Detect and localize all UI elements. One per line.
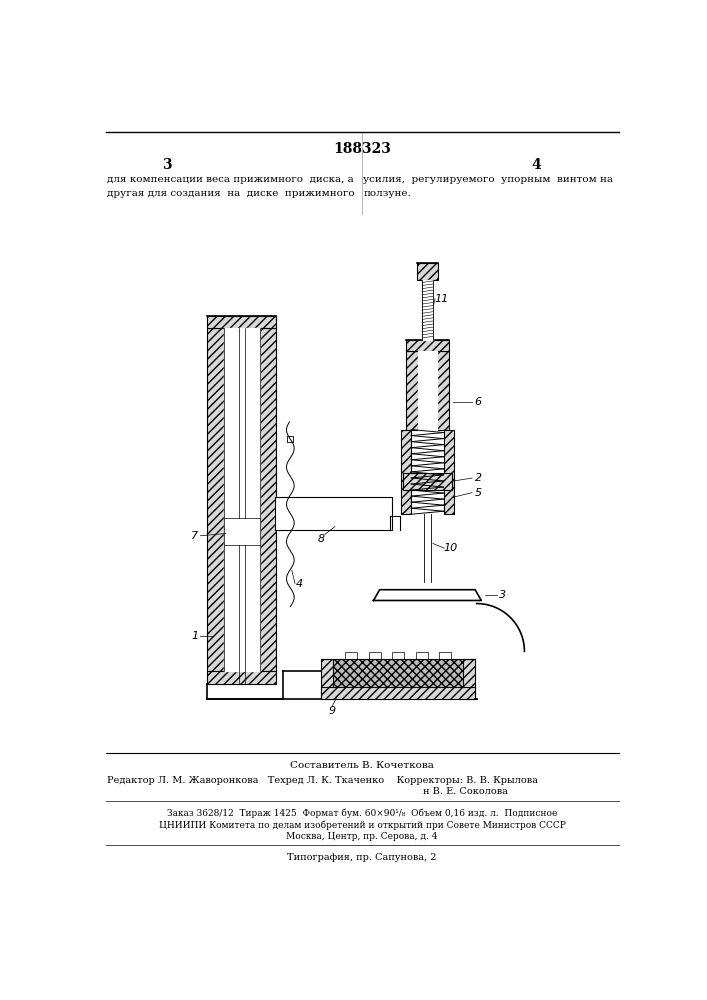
Polygon shape <box>275 497 392 530</box>
Bar <box>259 328 276 671</box>
Bar <box>443 430 454 514</box>
Bar <box>416 263 438 280</box>
Bar <box>406 351 418 430</box>
Bar <box>345 652 357 659</box>
Text: Заказ 3628/12  Тираж 1425  Формат бум. 60×90¹/₈  Объем 0,16 изд. л.  Подписное: Заказ 3628/12 Тираж 1425 Формат бум. 60×… <box>167 808 557 818</box>
Text: Составитель В. Кочеткова: Составитель В. Кочеткова <box>290 761 434 770</box>
Polygon shape <box>418 351 437 430</box>
Text: ЦНИИПИ Комитета по делам изобретений и открытий при Совете Министров СССР: ЦНИИПИ Комитета по делам изобретений и о… <box>158 821 566 830</box>
Text: 3: 3 <box>499 590 506 600</box>
Text: 10: 10 <box>443 543 457 553</box>
Text: Редактор Л. М. Жаворонкова   Техред Л. К. Ткаченко    Корректоры: В. В. Крылова: Редактор Л. М. Жаворонкова Техред Л. К. … <box>107 776 538 785</box>
Bar <box>321 687 475 699</box>
Text: 8: 8 <box>317 534 325 544</box>
Bar <box>439 652 451 659</box>
Text: 4: 4 <box>532 158 542 172</box>
Text: 6: 6 <box>474 397 481 407</box>
Text: Москва, Центр, пр. Серова, д. 4: Москва, Центр, пр. Серова, д. 4 <box>286 832 438 841</box>
Bar <box>437 351 449 430</box>
Bar <box>321 659 334 699</box>
Bar <box>416 652 428 659</box>
Text: н В. Е. Соколова: н В. Е. Соколова <box>423 787 508 796</box>
Bar <box>402 430 411 514</box>
Text: Типография, пр. Сапунова, 2: Типография, пр. Сапунова, 2 <box>287 853 437 862</box>
Bar <box>369 652 380 659</box>
Bar <box>406 340 449 351</box>
Polygon shape <box>373 590 481 600</box>
Bar <box>207 316 276 328</box>
Text: 1: 1 <box>192 631 199 641</box>
Bar <box>392 652 404 659</box>
Polygon shape <box>224 328 259 671</box>
Bar <box>207 671 276 684</box>
Text: усилия,  регулируемого  упорным  винтом на
ползуне.: усилия, регулируемого упорным винтом на … <box>363 175 614 198</box>
Polygon shape <box>207 671 283 699</box>
Bar <box>403 473 452 490</box>
Text: 11: 11 <box>434 294 448 304</box>
Bar <box>224 518 259 545</box>
Bar <box>463 659 475 699</box>
Text: 7: 7 <box>192 531 199 541</box>
Text: 3: 3 <box>163 158 172 172</box>
Text: 2: 2 <box>474 473 481 483</box>
Text: для компенсации веса прижимного  диска, а
другая для создания  на  диске  прижим: для компенсации веса прижимного диска, а… <box>107 175 355 198</box>
Polygon shape <box>423 514 431 582</box>
Text: 188323: 188323 <box>333 142 391 156</box>
Bar <box>207 328 224 671</box>
Bar <box>334 659 463 687</box>
Text: 4: 4 <box>296 579 303 589</box>
Text: 5: 5 <box>474 488 481 498</box>
Polygon shape <box>422 280 433 340</box>
Text: 9: 9 <box>328 706 336 716</box>
Polygon shape <box>390 516 399 530</box>
